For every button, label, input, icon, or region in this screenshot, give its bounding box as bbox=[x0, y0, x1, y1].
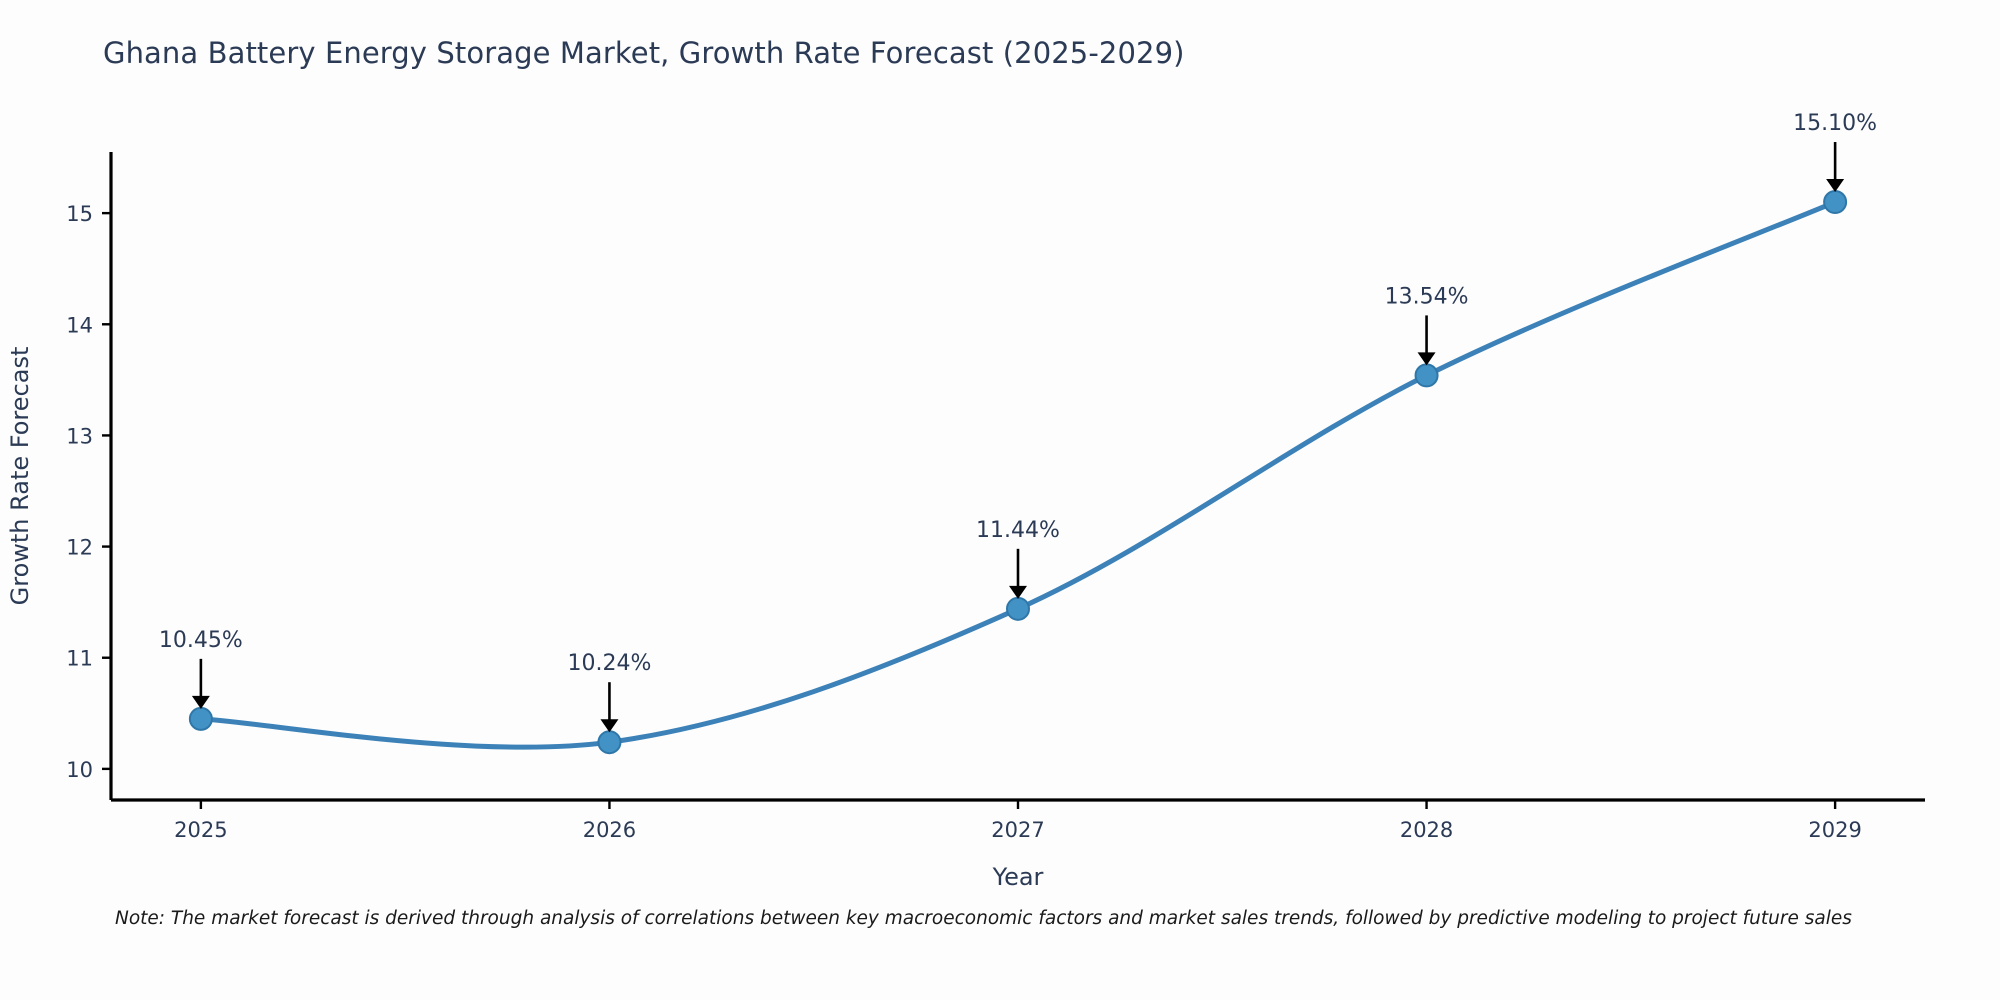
y-tick-label: 12 bbox=[66, 536, 93, 560]
annotation-arrow-head bbox=[1417, 352, 1436, 366]
y-tick-label: 14 bbox=[66, 313, 93, 337]
data-point-markers bbox=[188, 190, 1848, 755]
data-point-annotations: 10.45% 10.24% 11.44% 13.54% 15.10% bbox=[159, 111, 1877, 733]
data-point-marker[interactable] bbox=[1414, 363, 1439, 388]
annotation-arrow-head bbox=[191, 695, 210, 709]
axes bbox=[109, 152, 1925, 802]
data-point-marker[interactable] bbox=[1823, 190, 1848, 215]
chart-note: Note: The market forecast is derived thr… bbox=[115, 908, 1852, 929]
x-tick-label: 2027 bbox=[991, 818, 1044, 842]
x-axis-ticks: 2025 2026 2027 2028 2029 bbox=[174, 800, 1862, 842]
y-tick-label: 13 bbox=[66, 424, 93, 448]
y-tick-label: 11 bbox=[66, 647, 93, 671]
data-point-label: 15.10% bbox=[1793, 111, 1877, 136]
data-point-marker[interactable] bbox=[1006, 596, 1030, 621]
y-tick-label: 10 bbox=[66, 758, 93, 782]
x-tick-label: 2029 bbox=[1808, 818, 1861, 842]
annotation-arrow-head bbox=[600, 719, 619, 733]
data-point-label: 13.54% bbox=[1385, 284, 1469, 309]
data-point-label: 10.45% bbox=[159, 628, 243, 653]
annotation-arrow-head bbox=[1009, 585, 1027, 599]
annotation-arrow-head bbox=[1826, 179, 1845, 193]
data-point-label: 10.24% bbox=[567, 651, 651, 676]
data-point-label: 11.44% bbox=[976, 518, 1060, 543]
y-axis-ticks: 10 11 12 13 14 15 bbox=[66, 202, 111, 782]
chart-title: Ghana Battery Energy Storage Market, Gro… bbox=[103, 36, 1185, 70]
forecast-line bbox=[198, 199, 1838, 750]
x-tick-label: 2025 bbox=[174, 818, 227, 842]
data-point-marker[interactable] bbox=[597, 730, 622, 755]
data-point-marker[interactable] bbox=[188, 706, 213, 731]
x-tick-label: 2028 bbox=[1400, 818, 1453, 842]
x-axis-title: Year bbox=[992, 863, 1044, 891]
y-tick-label: 15 bbox=[66, 202, 93, 226]
y-axis-title: Growth Rate Forecast bbox=[6, 347, 34, 606]
x-tick-label: 2026 bbox=[583, 818, 636, 842]
